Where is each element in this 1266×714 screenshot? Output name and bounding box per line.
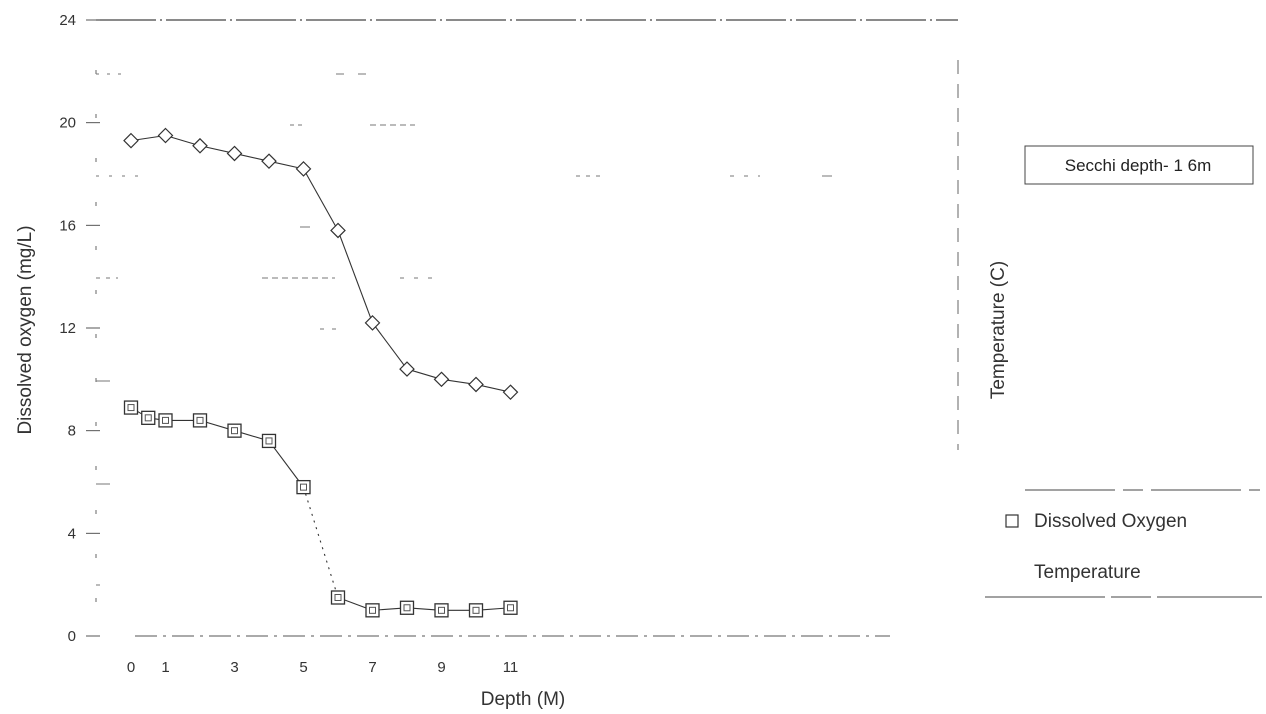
temperature-point: [157, 127, 174, 144]
dissolved-oxygen-point: [123, 400, 139, 415]
dissolved-oxygen-point-inner: [265, 437, 273, 445]
series-dissolved-oxygen: [123, 400, 518, 618]
dissolved-oxygen-point-inner: [507, 604, 514, 612]
y-tick-label: 12: [59, 320, 76, 337]
dissolved-oxygen-point: [192, 413, 208, 428]
dissolved-oxygen-point-inner: [196, 416, 204, 424]
temperature-segment: [337, 230, 374, 324]
dissolved-oxygen-point-inner: [144, 414, 152, 422]
dissolved-oxygen-segment: [268, 440, 304, 488]
series-layer: [123, 127, 519, 618]
x-axis-ticks: 0 1 3 5 7 9 11: [127, 659, 518, 676]
dissolved-oxygen-point-inner: [334, 594, 342, 601]
temperature-point: [468, 376, 484, 393]
dissolved-oxygen-point: [503, 600, 518, 615]
legend-label-dissolved-oxygen: Dissolved Oxygen: [1034, 511, 1187, 532]
temperature-point: [364, 315, 381, 331]
dissolved-oxygen-point: [434, 603, 449, 618]
dissolved-oxygen-point-inner: [472, 606, 480, 614]
dissolved-oxygen-point: [365, 603, 380, 618]
dissolved-oxygen-point: [158, 413, 173, 428]
grid-fragments: [96, 73, 832, 586]
dissolved-oxygen-point: [141, 410, 156, 425]
y-tick-label: 0: [68, 628, 76, 645]
x-tick-label: 7: [368, 659, 376, 676]
x-tick-label: 0: [127, 659, 135, 676]
temperature-segment: [303, 168, 339, 231]
series-temperature: [123, 127, 519, 401]
x-axis-title: Depth (M): [481, 689, 565, 710]
temperature-point: [123, 132, 139, 149]
temperature-point: [295, 161, 312, 177]
legend-marker-dissolved-oxygen: [1005, 514, 1019, 528]
y-tick-label: 24: [59, 12, 76, 29]
x-tick-label: 11: [503, 659, 519, 676]
dissolved-oxygen-segment: [302, 486, 339, 598]
dissolved-oxygen-point-inner: [403, 604, 411, 612]
secchi-annotation-text: Secchi depth- 1 6m: [1065, 156, 1211, 175]
temperature-point: [192, 137, 208, 154]
y-tick-label: 4: [68, 525, 76, 542]
temperature-point: [502, 384, 519, 401]
y-axis-ticks: 0 4 8 12 16 20 24: [59, 12, 100, 645]
dissolved-oxygen-point-inner: [369, 606, 376, 614]
dissolved-oxygen-point: [399, 600, 415, 615]
y-tick-label: 8: [68, 423, 76, 440]
secchi-annotation: Secchi depth- 1 6m: [1024, 145, 1254, 185]
dissolved-oxygen-point: [468, 603, 484, 618]
y-axis-right-title: Temperature (C): [988, 261, 1009, 399]
temperature-point: [399, 361, 415, 377]
dissolved-oxygen-point-inner: [127, 404, 135, 412]
secchi-annotation-box: [1024, 145, 1254, 185]
y-axis-left-title: Dissolved oxygen (mg/L): [15, 225, 36, 434]
temperature-point: [330, 222, 346, 239]
dissolved-oxygen-point: [227, 423, 242, 438]
x-tick-label: 5: [299, 659, 307, 676]
temperature-point: [433, 371, 450, 388]
x-tick-label: 3: [230, 659, 238, 676]
dissolved-oxygen-point: [261, 433, 277, 449]
y-tick-label: 16: [59, 217, 76, 234]
temperature-point: [226, 145, 243, 162]
dissolved-oxygen-point: [296, 479, 311, 495]
x-tick-label: 1: [161, 659, 169, 676]
y-tick-label: 20: [59, 115, 76, 132]
temperature-segment: [372, 322, 408, 370]
legend-label-temperature: Temperature: [1034, 562, 1141, 583]
dissolved-oxygen-point-inner: [300, 483, 307, 491]
dissolved-oxygen-point-inner: [438, 606, 445, 614]
temperature-point: [261, 153, 277, 170]
dissolved-oxygen-point: [330, 590, 346, 605]
dissolved-oxygen-point-inner: [162, 416, 169, 424]
legend: Dissolved Oxygen Temperature: [985, 489, 1262, 598]
dissolved-oxygen-point-inner: [231, 427, 238, 435]
legend-items: Dissolved Oxygen Temperature: [1005, 511, 1187, 583]
x-tick-label: 9: [437, 659, 445, 676]
